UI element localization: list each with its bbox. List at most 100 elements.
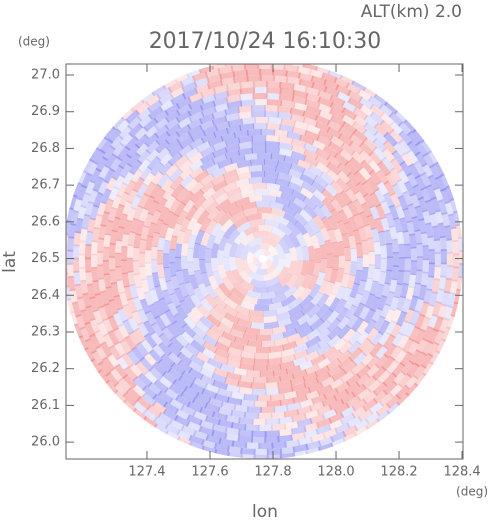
echo-cell — [187, 234, 197, 250]
echo-cell — [79, 266, 87, 283]
echo-cell — [186, 310, 201, 325]
echo-cell — [333, 402, 350, 415]
echo-cell — [356, 364, 371, 379]
echo-cell — [153, 379, 169, 394]
echo-cell — [260, 212, 277, 221]
echo-cell — [440, 262, 447, 278]
echo-cell — [302, 110, 319, 121]
echo-cell — [376, 169, 390, 185]
echo-cell — [278, 136, 294, 145]
echo-cell — [168, 213, 180, 229]
echo-cell — [97, 237, 105, 253]
echo-cell — [408, 273, 417, 289]
echo-cell — [188, 274, 199, 290]
echo-cell — [128, 362, 144, 379]
echo-cell — [330, 208, 343, 224]
echo-cell — [225, 359, 242, 369]
echo-cell — [399, 282, 409, 299]
echo-cell — [326, 253, 334, 269]
echo-cell — [128, 122, 144, 138]
echo-cell — [216, 335, 233, 348]
echo-cell — [233, 404, 249, 413]
echo-cell — [277, 111, 293, 120]
echo-cell — [266, 81, 282, 88]
x-tick-label: 128.2 — [380, 465, 417, 480]
echo-cell — [227, 118, 244, 128]
echo-cell — [289, 64, 306, 68]
echo-cell — [185, 205, 198, 221]
echo-cell — [264, 219, 281, 229]
echo-cell — [333, 77, 350, 89]
echo-cell — [292, 102, 309, 112]
echo-cell — [164, 116, 181, 131]
echo-cell — [217, 65, 234, 75]
echo-cell — [210, 166, 227, 179]
echo-cell — [224, 64, 240, 67]
echo-cell — [292, 450, 309, 457]
echo-cell — [201, 388, 218, 400]
echo-cell — [302, 116, 319, 128]
echo-cell — [266, 399, 282, 407]
echo-cell — [73, 270, 81, 287]
echo-cell — [318, 279, 330, 295]
echo-cell — [305, 446, 321, 455]
echo-cell — [427, 150, 439, 166]
echo-cell — [66, 272, 70, 288]
echo-cell — [213, 442, 230, 452]
echo-cell — [280, 294, 297, 307]
echo-cell — [289, 107, 306, 117]
echo-cell — [153, 109, 169, 124]
echo-cell — [353, 418, 370, 432]
echo-cell — [246, 75, 262, 82]
echo-cell — [271, 254, 280, 267]
echo-cell — [180, 330, 195, 345]
echo-cell — [275, 196, 291, 207]
echo-cell — [140, 91, 156, 104]
echo-cell — [179, 345, 195, 360]
echo-cell — [296, 417, 313, 428]
echo-cell — [177, 436, 193, 446]
echo-cell — [283, 252, 292, 269]
echo-cell — [233, 281, 249, 296]
echo-cell — [103, 233, 111, 249]
echo-cell — [198, 65, 215, 74]
echo-cell — [213, 286, 228, 302]
echo-cell — [72, 244, 80, 260]
echo-cell — [374, 254, 382, 270]
echo-cell — [300, 273, 313, 289]
echo-cell — [73, 182, 82, 198]
echo-cell — [103, 126, 117, 141]
echo-cell — [315, 147, 331, 161]
echo-cell — [164, 226, 175, 242]
echo-cell — [148, 366, 164, 381]
echo-cell — [176, 116, 193, 130]
echo-cell — [304, 363, 321, 376]
echo-cell — [406, 220, 416, 236]
echo-cell — [239, 123, 255, 131]
echo-cell — [310, 194, 325, 209]
echo-cell — [256, 334, 271, 341]
echo-cell — [303, 422, 320, 432]
echo-cell — [229, 328, 245, 339]
echo-cell — [372, 137, 387, 153]
echo-cell — [158, 99, 175, 113]
echo-cell — [420, 231, 429, 248]
echo-cell — [148, 106, 164, 120]
echo-cell — [121, 259, 128, 275]
echo-cell — [445, 185, 455, 202]
echo-cell — [390, 307, 402, 324]
echo-cell — [112, 327, 126, 344]
echo-cell — [357, 408, 374, 422]
echo-cell — [250, 278, 266, 288]
echo-cell — [290, 425, 307, 435]
echo-cell — [184, 147, 200, 161]
echo-cell — [86, 160, 99, 177]
echo-cell — [311, 81, 328, 93]
echo-cell — [373, 240, 381, 256]
echo-cell — [365, 355, 381, 370]
echo-cell — [174, 73, 190, 84]
echo-cell — [117, 377, 133, 393]
echo-cell — [192, 410, 209, 422]
echo-cell — [235, 311, 251, 322]
echo-cell — [327, 141, 344, 155]
